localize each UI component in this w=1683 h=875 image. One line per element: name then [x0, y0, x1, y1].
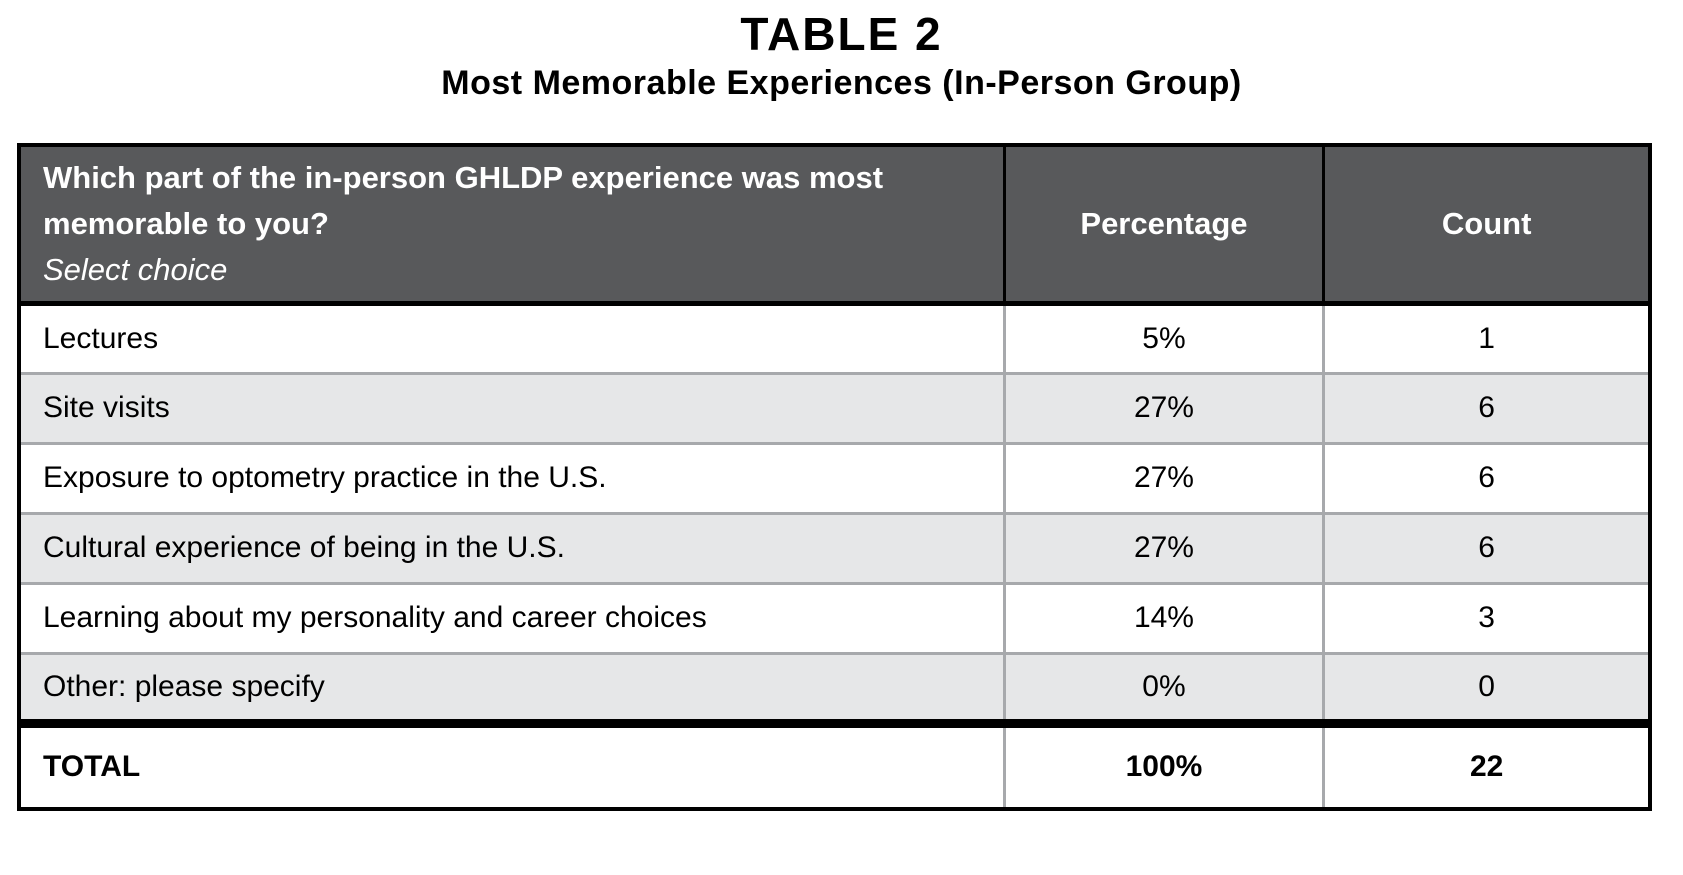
total-count: 22: [1322, 718, 1652, 811]
row-label: Site visits: [17, 371, 1006, 445]
row-label: Exposure to optometry practice in the U.…: [17, 441, 1006, 515]
row-percentage: 14%: [1002, 581, 1326, 655]
header-row: Which part of the in-person GHLDP experi…: [17, 143, 1652, 306]
header-question-cell: Which part of the in-person GHLDP experi…: [17, 143, 1006, 306]
table-header: Which part of the in-person GHLDP experi…: [17, 143, 1652, 306]
table-body: Lectures 5% 1 Site visits 27% 6 Exposure…: [17, 301, 1652, 811]
total-percentage: 100%: [1002, 718, 1326, 811]
data-table: Which part of the in-person GHLDP experi…: [17, 143, 1652, 811]
row-percentage: 27%: [1002, 441, 1326, 515]
row-count: 6: [1322, 511, 1652, 585]
table-row: Learning about my personality and career…: [17, 581, 1652, 655]
row-percentage: 0%: [1002, 651, 1326, 725]
row-percentage: 5%: [1002, 301, 1326, 375]
row-label: Other: please specify: [17, 651, 1006, 725]
row-count: 0: [1322, 651, 1652, 725]
header-count-cell: Count: [1322, 143, 1652, 306]
table-title: TABLE 2: [740, 8, 943, 60]
header-percentage-cell: Percentage: [1002, 143, 1326, 306]
table-row: Cultural experience of being in the U.S.…: [17, 511, 1652, 585]
header-question-subtext: Select choice: [43, 251, 228, 287]
table-row: Exposure to optometry practice in the U.…: [17, 441, 1652, 515]
row-count: 1: [1322, 301, 1652, 375]
row-count: 3: [1322, 581, 1652, 655]
data-table-container: Which part of the in-person GHLDP experi…: [17, 143, 1652, 811]
table-subtitle: Most Memorable Experiences (In-Person Gr…: [441, 64, 1242, 102]
row-count: 6: [1322, 371, 1652, 445]
total-label: TOTAL: [17, 718, 1006, 811]
table-row: Other: please specify 0% 0: [17, 651, 1652, 725]
row-percentage: 27%: [1002, 371, 1326, 445]
title-block: TABLE 2 Most Memorable Experiences (In-P…: [0, 8, 1683, 104]
row-label: Cultural experience of being in the U.S.: [17, 511, 1006, 585]
row-count: 6: [1322, 441, 1652, 515]
row-label: Lectures: [17, 301, 1006, 375]
row-label: Learning about my personality and career…: [17, 581, 1006, 655]
total-row: TOTAL 100% 22: [17, 718, 1652, 811]
header-question-text: Which part of the in-person GHLDP experi…: [43, 159, 884, 241]
table-row: Site visits 27% 6: [17, 371, 1652, 445]
row-percentage: 27%: [1002, 511, 1326, 585]
table-row: Lectures 5% 1: [17, 301, 1652, 375]
